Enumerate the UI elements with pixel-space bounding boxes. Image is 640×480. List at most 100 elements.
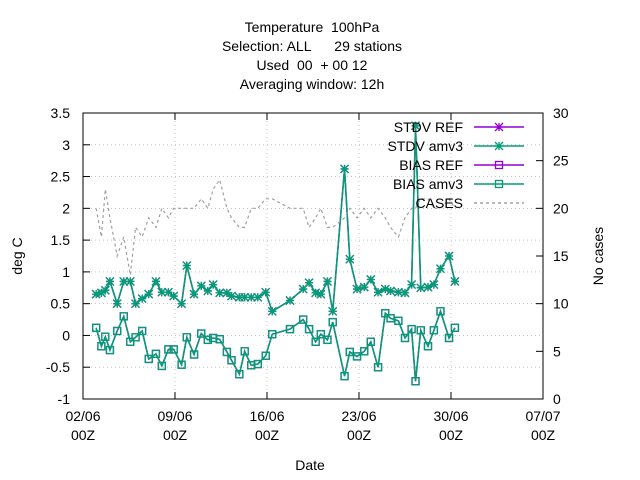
point	[322, 276, 332, 286]
point	[429, 280, 439, 290]
y2-tick-label: 20	[553, 200, 569, 216]
point	[164, 345, 173, 354]
y-tick-label: 0.5	[51, 296, 71, 312]
point	[196, 281, 206, 291]
y2-tick-label: 30	[553, 105, 569, 121]
x-tick-label-line: 16/06	[249, 408, 284, 424]
x-tick-label: 09/06 00Z	[157, 408, 192, 443]
point	[189, 350, 199, 359]
point	[137, 294, 147, 304]
point	[261, 287, 271, 297]
point	[144, 289, 154, 299]
point	[423, 282, 433, 292]
point	[380, 284, 390, 294]
point	[125, 276, 135, 286]
legend-label: STDV REF	[394, 119, 463, 135]
point	[373, 363, 383, 372]
x-tick-label-line: 00Z	[71, 427, 96, 443]
point	[131, 299, 141, 309]
point	[345, 347, 354, 357]
x-tick-label-line: 00Z	[163, 427, 188, 443]
point	[352, 284, 362, 294]
point	[215, 335, 224, 344]
point	[240, 292, 250, 302]
x-tick-label-line: 09/06	[157, 408, 192, 424]
point	[411, 121, 420, 131]
point	[373, 287, 383, 297]
y-tick-label: 3.5	[51, 105, 71, 121]
point	[429, 326, 439, 335]
x-axis-label: Date	[295, 457, 325, 473]
x-tick-label-line: 02/06	[65, 408, 100, 424]
point	[227, 356, 236, 365]
point	[267, 306, 277, 316]
point	[169, 345, 178, 354]
x-tick-label: 02/06 00Z	[65, 408, 100, 443]
x-tick-label: 07/07 00Z	[525, 408, 560, 443]
point	[222, 347, 232, 357]
point	[394, 316, 403, 325]
point	[126, 337, 135, 346]
x-tick-label-line: 00Z	[347, 427, 372, 443]
legend-marker	[494, 141, 504, 151]
point	[253, 359, 262, 369]
x-tick-label-line: 23/06	[341, 408, 376, 424]
point	[189, 289, 199, 299]
point	[197, 329, 206, 338]
point	[151, 349, 161, 359]
point	[112, 299, 122, 309]
point	[416, 326, 425, 335]
title-line: Used 00 + 00 12	[257, 57, 368, 73]
point	[182, 333, 191, 342]
x-tick-label-line: 30/06	[433, 408, 468, 424]
point	[261, 351, 270, 360]
y2-tick-label: 0	[553, 391, 561, 407]
point	[208, 280, 218, 290]
point	[436, 264, 445, 274]
point	[240, 347, 249, 356]
point	[235, 370, 244, 379]
y-tick-label: 0	[62, 327, 70, 343]
point	[345, 254, 355, 264]
point	[203, 286, 213, 296]
point	[316, 330, 326, 339]
point	[450, 276, 460, 286]
point	[311, 288, 321, 298]
point	[340, 164, 350, 174]
point	[323, 335, 332, 345]
point	[400, 288, 410, 298]
point	[316, 289, 326, 299]
point	[304, 278, 314, 288]
point	[119, 312, 128, 321]
point	[105, 345, 115, 355]
y2-axis-label: No cases	[590, 227, 606, 285]
point	[253, 292, 263, 302]
point	[119, 276, 129, 286]
point	[359, 282, 369, 292]
x-tick-label-line: 00Z	[439, 427, 464, 443]
x-tick-label-line: 00Z	[255, 427, 280, 443]
point	[246, 292, 256, 302]
point	[157, 361, 167, 371]
point	[285, 296, 295, 305]
x-tick-label-line: 07/07	[525, 408, 560, 424]
y-tick-label: 3	[62, 137, 70, 153]
point	[91, 323, 101, 332]
point	[203, 335, 213, 345]
title-line: Selection: ALL 29 stations	[222, 38, 402, 54]
x-tick-label: 16/06 00Z	[249, 408, 284, 443]
point	[360, 347, 369, 356]
point	[105, 276, 115, 286]
point	[407, 280, 417, 290]
point	[366, 275, 376, 284]
legend-label: STDV amv3	[388, 138, 464, 154]
point	[352, 352, 362, 361]
plot-border	[82, 112, 544, 400]
point	[386, 286, 396, 296]
point	[177, 360, 186, 369]
point	[407, 324, 416, 334]
point	[96, 288, 106, 298]
point	[268, 330, 277, 339]
point	[234, 292, 244, 302]
